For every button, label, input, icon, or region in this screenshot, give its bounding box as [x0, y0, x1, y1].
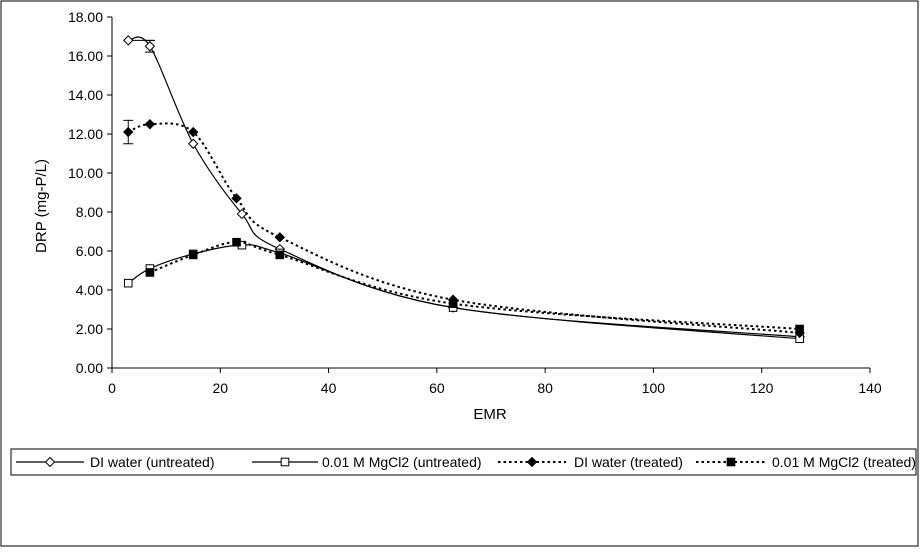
- data-point-series-4: [795, 324, 804, 334]
- data-point-series-3: [274, 232, 286, 243]
- legend-label-2: 0.01 M MgCl2 (untreated): [322, 454, 482, 470]
- x-tick-label: 140: [858, 380, 882, 396]
- legend-marker-1: [44, 456, 56, 468]
- series-line-4: [149, 241, 800, 330]
- y-tick-label: 2.00: [76, 321, 103, 337]
- data-point-series-3: [123, 126, 134, 138]
- legend: DI water (untreated) 0.01 M MgCl2 (untrea…: [16, 454, 916, 470]
- series-line-3: [127, 122, 800, 334]
- y-tick-label: 10.00: [68, 165, 103, 181]
- x-tick-label: 0: [108, 380, 116, 396]
- data-point-series-1: [188, 138, 199, 149]
- data-point-series-1: [123, 35, 134, 46]
- y-tick-label: 12.00: [68, 126, 103, 142]
- y-axis-title: DRP (mg-P/L): [33, 159, 50, 253]
- data-point-series-3: [188, 126, 199, 138]
- x-tick-label: 100: [642, 380, 666, 396]
- x-tick-label: 40: [321, 380, 337, 396]
- data-point-series-1: [236, 208, 248, 220]
- y-tick-label: 6.00: [76, 243, 103, 259]
- x-tick-label: 20: [212, 380, 228, 396]
- y-tick-label: 14.00: [68, 87, 103, 103]
- x-axis-title: EMR: [473, 406, 507, 423]
- legend-label-1: DI water (untreated): [90, 454, 215, 470]
- legend-label-4: 0.01 M MgCl2 (treated): [772, 454, 916, 470]
- data-point-series-4: [145, 268, 155, 277]
- legend-marker-2: [280, 457, 290, 467]
- x-tick-label: 120: [750, 380, 774, 396]
- data-point-series-2: [123, 278, 133, 288]
- x-tick-label: 60: [429, 380, 445, 396]
- legend-marker-4: [726, 457, 736, 467]
- x-tick-label: 80: [537, 380, 553, 396]
- y-tick-label: 18.00: [68, 9, 103, 25]
- y-tick-label: 0.00: [76, 360, 103, 376]
- data-point-series-4: [275, 250, 285, 260]
- data-point-series-4: [448, 299, 458, 308]
- data-point-series-3: [144, 119, 156, 130]
- legend-box: [10, 448, 917, 476]
- data-point-series-1: [144, 41, 156, 52]
- series-line-2: [127, 244, 800, 340]
- data-point-series-4: [188, 250, 198, 260]
- data-point-series-3: [231, 193, 242, 204]
- y-tick-label: 4.00: [76, 282, 103, 298]
- y-tick-label: 8.00: [76, 204, 103, 220]
- legend-marker-3: [526, 456, 538, 468]
- data-point-series-4: [232, 237, 241, 247]
- legend-label-3: DI water (treated): [574, 454, 683, 470]
- y-tick-label: 16.00: [68, 48, 103, 64]
